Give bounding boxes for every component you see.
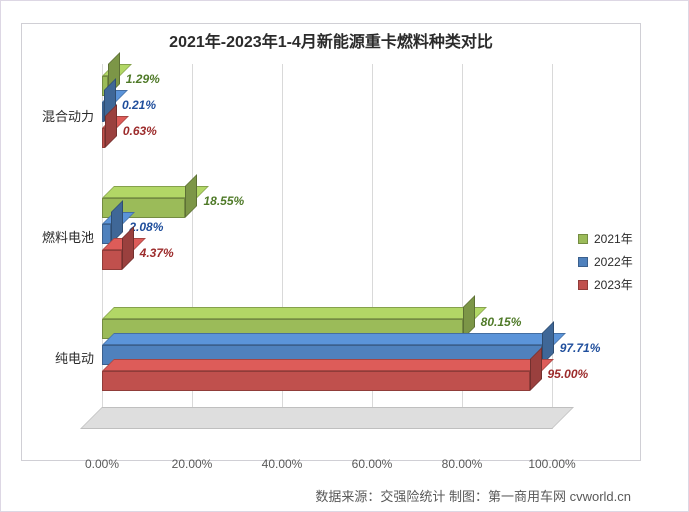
x-tick: 100.00% [528,457,575,471]
chart-title: 2021年-2023年1-4月新能源重卡燃料种类对比 [22,28,640,52]
legend-swatch [578,257,588,267]
legend-swatch [578,280,588,290]
x-tick: 40.00% [262,457,303,471]
plot-area: 1.29%0.21%0.63%18.55%2.08%4.37%80.15%97.… [102,64,552,429]
bar-value-label: 0.21% [122,98,156,112]
bar-value-label: 0.63% [123,124,157,138]
x-tick: 80.00% [442,457,483,471]
bar [102,102,104,122]
y-label: 混合动力 [24,106,94,125]
bar-value-label: 18.55% [203,194,244,208]
legend: 2021年 2022年 2023年 [578,224,633,299]
legend-swatch [578,234,588,244]
legend-item: 2021年 [578,230,633,247]
legend-item: 2023年 [578,276,633,293]
bar-value-label: 4.37% [140,246,174,260]
x-tick: 0.00% [85,457,119,471]
bar-value-label: 2.08% [129,220,163,234]
x-tick: 60.00% [352,457,393,471]
bar-value-label: 95.00% [548,367,589,381]
y-label: 纯电动 [24,348,94,367]
bar-value-label: 80.15% [481,315,522,329]
legend-label: 2023年 [594,276,633,293]
bar-value-label: 97.71% [560,341,601,355]
credit-text: 数据来源：交强险统计 制图：第一商用车网 cvworld.cn [1,486,641,505]
bar [102,371,530,391]
chart-frame: 2021年-2023年1-4月新能源重卡燃料种类对比 1.29% 0.21% 0.6… [0,0,689,512]
bar-value-label: 1.29% [126,72,160,86]
bar [102,250,122,270]
plot-floor [80,407,574,429]
chart-area: 2021年-2023年1-4月新能源重卡燃料种类对比 1.29% 0.21% 0.6… [21,23,641,461]
legend-label: 2022年 [594,253,633,270]
legend-item: 2022年 [578,253,633,270]
legend-label: 2021年 [594,230,633,247]
y-label: 燃料电池 [24,227,94,246]
bar [102,128,105,148]
x-tick: 20.00% [172,457,213,471]
